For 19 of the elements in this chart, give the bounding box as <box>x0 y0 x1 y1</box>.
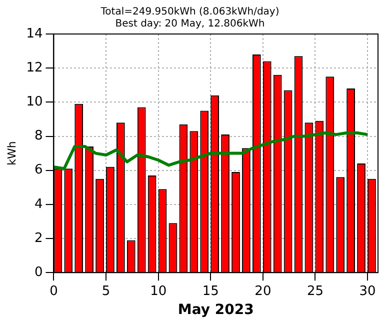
y-tick-label: 4 <box>34 196 43 212</box>
y-tick-label: 14 <box>26 26 43 42</box>
x-tick-label: 10 <box>150 284 167 299</box>
chart-subtitle: Best day: 20 May, 12.806kWh <box>115 18 265 30</box>
x-tick-label: 15 <box>202 284 219 299</box>
y-tick-label: 12 <box>26 60 43 76</box>
x-tick-label: 30 <box>359 284 376 299</box>
x-tick-label: 5 <box>102 284 110 299</box>
x-tick-label: 25 <box>306 284 324 299</box>
x-axis-title: May 2023 <box>178 302 254 318</box>
y-tick-label: 8 <box>34 128 43 144</box>
y-tick-label: 0 <box>34 264 43 280</box>
y-tick-label: 6 <box>34 162 43 178</box>
y-tick-label: 10 <box>26 94 43 110</box>
y-axis-title: kWh <box>5 141 18 166</box>
chart-title: Total=249.950kWh (8.063kWh/day) <box>100 6 280 18</box>
y-tick-label: 2 <box>34 230 43 246</box>
x-tick-label: 0 <box>50 284 58 299</box>
x-tick-label: 20 <box>254 284 272 299</box>
